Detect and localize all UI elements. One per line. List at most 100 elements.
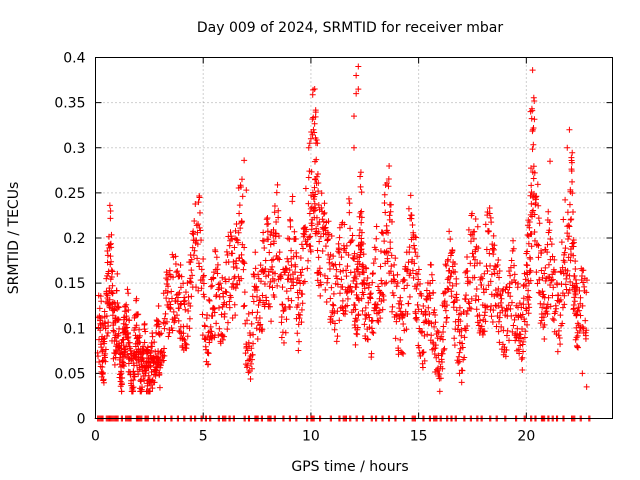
data-point [562,245,569,252]
data-point [377,248,384,255]
data-point [481,328,488,335]
data-point [561,292,568,299]
data-point [346,209,353,216]
data-point [181,297,188,304]
data-point [323,299,330,306]
data-point [471,256,478,263]
data-point [279,329,286,336]
data-point [324,236,331,243]
data-point [177,261,184,268]
data-point [443,302,450,309]
data-point [391,261,398,268]
data-point [417,280,424,287]
data-point [209,312,216,319]
data-point [264,215,271,222]
data-point [407,192,414,199]
data-point [295,338,302,345]
data-point [238,251,245,258]
data-point [475,296,482,303]
data-point [132,324,139,331]
data-point [334,333,341,340]
data-point [167,301,174,308]
data-point [423,296,430,303]
data-point [187,275,194,282]
data-point [557,268,564,275]
data-point [213,291,220,298]
data-point [564,144,571,151]
data-point [464,274,471,281]
data-point [477,317,484,324]
data-point [492,287,499,294]
data-point [269,263,276,270]
data-point [562,281,569,288]
y-tick-label: 0.4 [63,51,85,67]
data-point [516,350,523,357]
data-point [147,363,154,370]
data-point [541,270,548,277]
data-point [115,316,122,323]
data-point [297,255,304,262]
data-point [111,361,118,368]
data-point [574,284,581,291]
data-point [522,282,529,289]
data-point [522,276,529,283]
data-point [320,230,327,237]
data-point [439,350,446,357]
data-point [141,377,148,384]
data-point [138,384,145,391]
data-point [114,270,121,277]
data-point [186,315,193,322]
data-point [101,308,108,315]
data-point [544,311,551,318]
data-point [449,247,456,254]
data-point [311,120,318,127]
data-point [265,236,272,243]
data-point [564,209,571,216]
data-point [571,298,578,305]
data-point [266,303,273,310]
data-point [221,333,228,340]
data-point [169,327,176,334]
data-point [483,246,490,253]
data-point [242,320,249,327]
data-point [152,372,159,379]
data-point [148,339,155,346]
data-point [353,284,360,291]
data-point [343,267,350,274]
data-point [130,384,137,391]
data-point [396,305,403,312]
data-point [226,276,233,283]
data-point [266,249,273,256]
data-point [458,379,465,386]
data-point [452,294,459,301]
data-point [548,277,555,284]
data-point [528,243,535,250]
data-point [485,228,492,235]
data-point [156,370,163,377]
data-point [361,285,368,292]
data-point [325,236,332,243]
data-point [196,194,203,201]
data-point [546,274,553,281]
data-point [335,240,342,247]
data-point [160,357,167,364]
data-point [124,324,131,331]
data-point [393,318,400,325]
data-point [381,191,388,198]
data-point [484,303,491,310]
data-point [188,256,195,263]
data-point [496,267,503,274]
data-point [290,282,297,289]
data-point [413,234,420,241]
data-point [264,228,271,235]
data-point [330,302,337,309]
data-point [562,196,569,203]
data-point [336,290,343,297]
data-point [119,337,126,344]
data-point [190,231,197,238]
data-point [117,371,124,378]
data-point [498,304,505,311]
data-point [422,308,429,315]
data-point [124,286,131,293]
data-point [99,358,106,365]
